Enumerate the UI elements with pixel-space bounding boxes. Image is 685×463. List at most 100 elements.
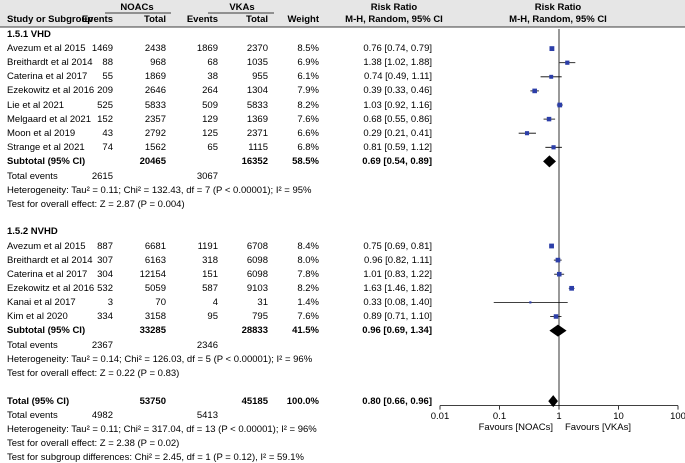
study-name: Kanai et al 2017: [7, 296, 76, 308]
total-vkas: 9103: [246, 282, 268, 294]
events-noacs: 525: [97, 99, 113, 111]
events-vkas: 1191: [197, 240, 218, 252]
events-noacs: 74: [102, 141, 113, 153]
header-total-noacs: Total: [144, 14, 166, 25]
study-square: [524, 131, 530, 136]
header-weight: Weight: [287, 14, 320, 25]
weight: 7.8%: [297, 268, 319, 280]
summary-weight: 100.0%: [286, 395, 319, 407]
risk-ratio-ci: 0.96 [0.82, 1.11]: [364, 254, 432, 266]
study-square: [549, 46, 555, 52]
overall-effect-text: Test for overall effect: Z = 0.22 (P = 0…: [7, 368, 180, 380]
total-vkas: 2370: [246, 43, 268, 55]
events-noacs: 532: [97, 282, 113, 294]
total-noacs: 12154: [139, 268, 166, 280]
heterogeneity-text: Heterogeneity: Tau² = 0.11; Chi² = 132.4…: [7, 184, 312, 196]
weight: 6.6%: [297, 127, 319, 139]
x-tick-label: 100: [670, 410, 685, 422]
events-vkas: 95: [207, 311, 218, 322]
total-vkas: 6098: [246, 254, 268, 266]
total-vkas: 6098: [246, 268, 268, 280]
summary-diamond: [543, 155, 556, 168]
total-noacs: 6163: [144, 254, 166, 266]
weight: 6.9%: [297, 57, 319, 69]
total-events-noacs: 4982: [91, 409, 113, 421]
study-square: [549, 243, 554, 249]
events-vkas: 318: [202, 254, 218, 266]
favours-right-label: Favours [VKAs]: [565, 421, 631, 433]
risk-ratio-ci: 0.89 [0.71, 1.10]: [363, 311, 432, 322]
header-group-vkas: VKAs: [229, 2, 255, 13]
risk-ratio-ci: 0.81 [0.59, 1.12]: [363, 141, 432, 153]
summary-total-noacs: 53750: [139, 395, 166, 407]
study-name: Strange et al 2021: [7, 141, 85, 153]
weight: 7.6%: [297, 113, 319, 125]
summary-total-vkas: 28833: [241, 325, 268, 337]
weight: 6.8%: [297, 141, 319, 153]
total-events-noacs: 2615: [91, 170, 113, 182]
study-name: Caterina et al 2017: [7, 268, 88, 280]
weight: 8.4%: [297, 240, 319, 252]
total-events-noacs: 2367: [91, 339, 113, 351]
total-vkas: 795: [252, 311, 268, 322]
events-vkas: 65: [207, 141, 218, 153]
weight: 8.0%: [297, 254, 319, 266]
risk-ratio-ci: 0.33 [0.08, 1.40]: [363, 296, 432, 308]
total-noacs: 5059: [144, 282, 166, 294]
total-noacs: 1869: [144, 71, 166, 83]
total-vkas: 6708: [246, 240, 268, 252]
risk-ratio-ci: 1.03 [0.92, 1.16]: [363, 99, 432, 111]
x-tick-label: 0.01: [430, 410, 450, 422]
total-vkas: 1304: [246, 85, 268, 97]
header-events-noacs: Events: [81, 14, 113, 25]
study-square: [555, 257, 561, 263]
weight: 8.2%: [297, 99, 319, 111]
total-noacs: 2792: [144, 127, 166, 139]
weight: 8.5%: [297, 43, 319, 55]
total-vkas: 5833: [246, 99, 268, 111]
risk-ratio-ci: 0.29 [0.21, 0.41]: [363, 127, 432, 139]
events-noacs: 55: [102, 71, 113, 83]
events-noacs: 88: [102, 57, 113, 69]
risk-ratio-ci: 0.39 [0.33, 0.46]: [363, 85, 432, 97]
study-name: Kim et al 2020: [7, 311, 68, 322]
total-noacs: 2357: [144, 113, 166, 125]
total-noacs: 1562: [144, 141, 166, 153]
events-noacs: 887: [97, 240, 113, 252]
overall-effect-text: Test for overall effect: Z = 2.87 (P = 0…: [7, 198, 185, 210]
study-square: [556, 271, 562, 277]
summary-diamond: [548, 395, 558, 408]
risk-ratio-ci: 1.38 [1.02, 1.88]: [363, 57, 432, 69]
summary-label: Subtotal (95% CI): [7, 325, 86, 337]
study-square: [532, 88, 537, 94]
summary-risk-ratio-ci: 0.69 [0.54, 0.89]: [362, 155, 432, 167]
summary-risk-ratio-ci: 0.80 [0.66, 0.96]: [362, 395, 432, 407]
study-square: [551, 145, 556, 150]
study-name: Ezekowitz et al 2016: [7, 282, 95, 294]
subgroup-title: 1.5.1 VHD: [7, 29, 51, 40]
total-vkas: 1035: [246, 57, 268, 69]
header-events-vkas: Events: [186, 14, 218, 25]
total-events-vkas: 3067: [196, 170, 218, 182]
events-noacs: 3: [107, 296, 113, 308]
study-name: Avezum et al 2015: [7, 240, 86, 252]
risk-ratio-ci: 0.75 [0.69, 0.81]: [363, 240, 432, 252]
total-events-vkas: 5413: [196, 409, 218, 421]
events-vkas: 68: [207, 57, 218, 69]
study-square: [553, 314, 559, 319]
total-vkas: 1369: [246, 113, 268, 125]
summary-weight: 58.5%: [292, 155, 319, 167]
total-events-label: Total events: [7, 409, 58, 421]
risk-ratio-ci: 1.01 [0.83, 1.22]: [363, 268, 432, 280]
weight: 6.1%: [297, 71, 319, 83]
summary-label: Subtotal (95% CI): [7, 155, 86, 167]
favours-left-label: Favours [NOACs]: [478, 421, 553, 433]
x-tick-label: 1: [556, 410, 562, 422]
summary-weight: 41.5%: [292, 325, 319, 337]
total-vkas: 2371: [246, 127, 268, 139]
study-name: Ezekowitz et al 2016: [7, 85, 95, 97]
heterogeneity-text: Heterogeneity: Tau² = 0.11; Chi² = 317.0…: [7, 423, 317, 435]
summary-total-noacs: 20465: [139, 155, 166, 167]
